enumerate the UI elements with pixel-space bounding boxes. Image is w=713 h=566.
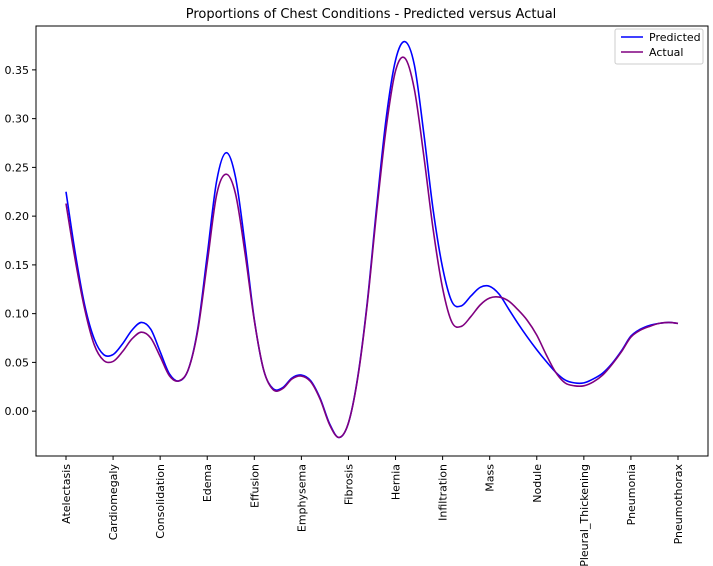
y-tick-label: 0.25 (5, 161, 30, 174)
x-tick-label: Pneumothorax (672, 464, 685, 545)
y-axis: 0.00 0.05 0.10 0.15 0.20 0.25 0.30 0.35 (5, 64, 36, 418)
x-tick-label: Effusion (248, 464, 261, 508)
series-layer (65, 40, 679, 439)
x-tick-label: Cardiomegaly (107, 464, 120, 541)
x-tick-label: Fibrosis (342, 464, 355, 505)
x-tick-label: Pneumonia (625, 464, 638, 525)
x-tick-label: Atelectasis (60, 464, 73, 524)
chart-title: Proportions of Chest Conditions - Predic… (186, 7, 557, 22)
x-tick-label: Emphysema (295, 464, 308, 532)
legend-label-actual: Actual (649, 46, 683, 59)
y-tick-label: 0.30 (5, 113, 30, 126)
y-tick-label: 0.00 (5, 405, 30, 418)
x-axis: Atelectasis Cardiomegaly Consolidation Edem… (60, 456, 685, 566)
y-tick-label: 0.35 (5, 64, 30, 77)
plot-frame (35, 25, 709, 457)
x-tick-label: Pleural_Thickening (578, 464, 591, 566)
legend-label-predicted: Predicted (649, 31, 701, 44)
legend: Predicted Actual (614, 28, 704, 65)
y-tick-label: 0.20 (5, 210, 30, 223)
x-tick-label: Nodule (531, 464, 544, 503)
y-tick-label: 0.10 (5, 308, 30, 321)
x-tick-label: Hernia (390, 464, 403, 500)
x-tick-label: Edema (201, 464, 214, 502)
y-tick-label: 0.05 (5, 356, 30, 369)
series-line-actual (65, 56, 679, 439)
y-tick-label: 0.15 (5, 259, 30, 272)
x-tick-label: Mass (484, 464, 497, 492)
x-tick-label: Consolidation (154, 464, 167, 539)
x-tick-label: Infiltration (437, 464, 450, 521)
